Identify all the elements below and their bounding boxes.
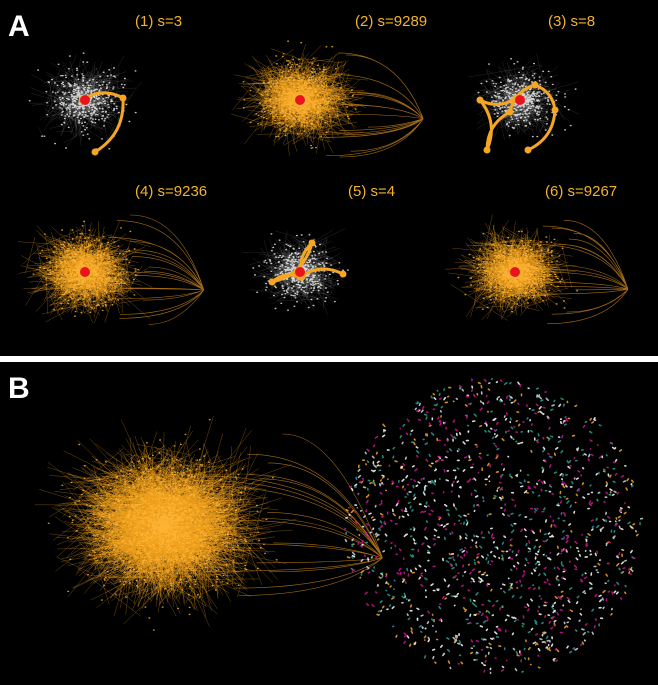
source-node <box>510 267 520 277</box>
path-node <box>483 146 491 154</box>
source-node <box>80 267 90 277</box>
source-node <box>80 95 90 105</box>
network-nodes <box>47 419 278 631</box>
network-tail <box>534 220 629 324</box>
path-node <box>551 106 559 114</box>
panel-a-background <box>0 0 658 356</box>
panel-letter: B <box>8 372 30 405</box>
subpanel-label: (3) s=8 <box>548 13 595 30</box>
path-node <box>91 148 99 156</box>
subpanel-label: (5) s=4 <box>348 183 395 200</box>
panel-letter: A <box>8 10 30 43</box>
source-node <box>295 95 305 105</box>
component-fragments <box>343 378 636 673</box>
subpanel-label: (4) s=9236 <box>135 183 207 200</box>
network-tail <box>199 433 383 596</box>
path-node <box>119 94 127 102</box>
component-fragments <box>345 378 641 673</box>
path-node <box>339 270 347 278</box>
network-tail <box>317 52 424 158</box>
network-tail <box>108 214 205 325</box>
path-node <box>268 278 276 286</box>
path-node <box>506 108 514 116</box>
networks <box>18 40 644 674</box>
component-fragments <box>344 382 644 674</box>
subpanel-label: (2) s=9289 <box>355 13 427 30</box>
source-node <box>515 95 525 105</box>
source-node <box>295 267 305 277</box>
path-node <box>476 96 484 104</box>
panel-b-background <box>0 362 658 685</box>
subpanel-label: (6) s=9267 <box>545 183 617 200</box>
path-node <box>531 81 539 89</box>
path-node <box>524 146 532 154</box>
subpanel-label: (1) s=3 <box>135 13 182 30</box>
component-fragments <box>345 381 633 671</box>
path-node <box>308 239 316 247</box>
